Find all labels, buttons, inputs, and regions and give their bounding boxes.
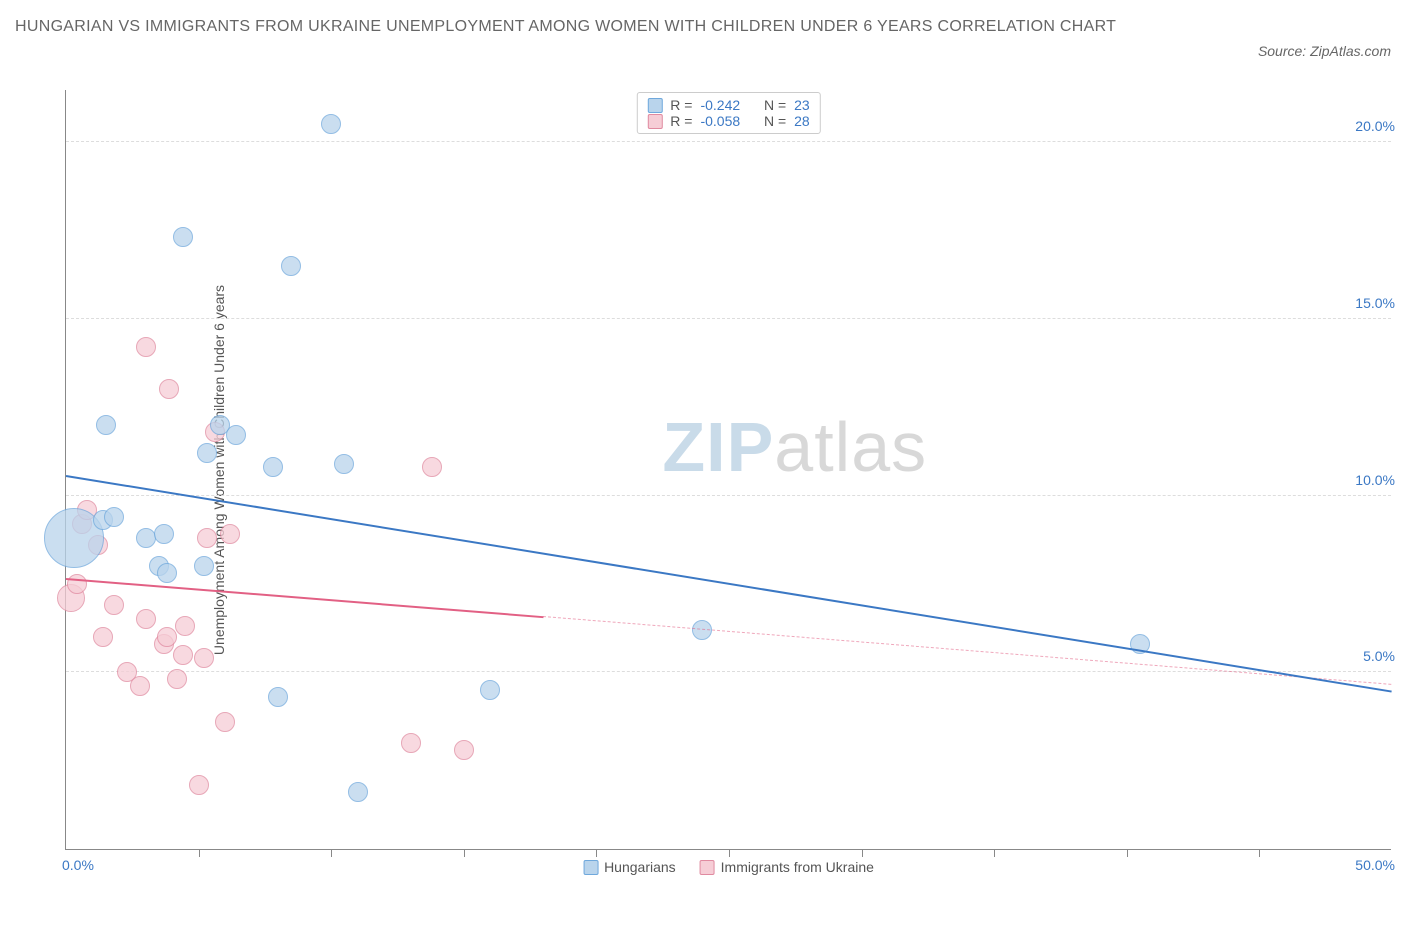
n-value-ukraine: 28: [794, 113, 810, 129]
data-point-ukraine: [401, 733, 421, 753]
gridline: [66, 671, 1391, 672]
stats-row-ukraine: R = -0.058 N = 28: [647, 113, 809, 129]
n-label: N =: [764, 113, 786, 129]
legend-label: Hungarians: [604, 859, 676, 875]
n-value-hungarians: 23: [794, 97, 810, 113]
y-tick-label: 10.0%: [1355, 472, 1395, 488]
data-point-ukraine: [136, 337, 156, 357]
data-point-ukraine: [93, 627, 113, 647]
data-point-ukraine: [159, 379, 179, 399]
data-point-ukraine: [189, 775, 209, 795]
data-point-hungarians: [154, 524, 174, 544]
x-axis-max-label: 50.0%: [1355, 857, 1395, 873]
swatch-blue: [647, 98, 662, 113]
plot-area: Unemployment Among Women with Children U…: [65, 90, 1391, 850]
chart-title: HUNGARIAN VS IMMIGRANTS FROM UKRAINE UNE…: [15, 15, 1135, 39]
y-tick-label: 15.0%: [1355, 295, 1395, 311]
gridline: [66, 495, 1391, 496]
trend-line-ukraine-extrapolated: [543, 616, 1392, 685]
legend-label: Immigrants from Ukraine: [721, 859, 874, 875]
data-point-ukraine: [173, 645, 193, 665]
r-label: R =: [670, 113, 692, 129]
watermark: ZIPatlas: [662, 407, 927, 487]
data-point-hungarians: [96, 415, 116, 435]
data-point-hungarians: [348, 782, 368, 802]
stats-legend: R = -0.242 N = 23 R = -0.058 N = 28: [636, 92, 820, 134]
legend-item: Hungarians: [583, 859, 676, 875]
y-tick-label: 20.0%: [1355, 118, 1395, 134]
r-value-hungarians: -0.242: [700, 97, 740, 113]
x-tick: [862, 849, 863, 857]
x-tick: [1259, 849, 1260, 857]
data-point-ukraine: [220, 524, 240, 544]
gridline: [66, 141, 1391, 142]
y-tick-label: 5.0%: [1363, 648, 1395, 664]
data-point-hungarians: [226, 425, 246, 445]
data-point-ukraine: [104, 595, 124, 615]
data-point-hungarians: [194, 556, 214, 576]
data-point-hungarians: [197, 443, 217, 463]
data-point-ukraine: [130, 676, 150, 696]
x-tick: [199, 849, 200, 857]
data-point-ukraine: [67, 574, 87, 594]
data-point-hungarians: [157, 563, 177, 583]
x-tick: [729, 849, 730, 857]
x-tick: [596, 849, 597, 857]
data-point-ukraine: [167, 669, 187, 689]
data-point-ukraine: [157, 627, 177, 647]
watermark-atlas: atlas: [774, 408, 927, 486]
data-point-hungarians: [321, 114, 341, 134]
data-point-hungarians: [136, 528, 156, 548]
x-tick: [331, 849, 332, 857]
data-point-hungarians: [173, 227, 193, 247]
data-point-ukraine: [197, 528, 217, 548]
data-point-hungarians: [268, 687, 288, 707]
data-point-hungarians: [334, 454, 354, 474]
r-label: R =: [670, 97, 692, 113]
x-axis-min-label: 0.0%: [62, 857, 94, 873]
data-point-hungarians: [480, 680, 500, 700]
gridline: [66, 318, 1391, 319]
x-tick: [464, 849, 465, 857]
data-point-ukraine: [136, 609, 156, 629]
correlation-chart: HUNGARIAN VS IMMIGRANTS FROM UKRAINE UNE…: [15, 15, 1391, 915]
data-point-ukraine: [175, 616, 195, 636]
data-point-ukraine: [454, 740, 474, 760]
data-point-hungarians: [281, 256, 301, 276]
series-legend: Hungarians Immigrants from Ukraine: [583, 859, 874, 875]
data-point-hungarians: [104, 507, 124, 527]
legend-swatch: [700, 860, 715, 875]
x-tick: [1127, 849, 1128, 857]
data-point-hungarians: [263, 457, 283, 477]
watermark-zip: ZIP: [662, 408, 774, 486]
trend-line-hungarians: [66, 475, 1392, 693]
data-point-ukraine: [194, 648, 214, 668]
source-credit: Source: ZipAtlas.com: [1258, 43, 1391, 59]
legend-item: Immigrants from Ukraine: [700, 859, 874, 875]
r-value-ukraine: -0.058: [700, 113, 740, 129]
n-label: N =: [764, 97, 786, 113]
stats-row-hungarians: R = -0.242 N = 23: [647, 97, 809, 113]
legend-swatch: [583, 860, 598, 875]
data-point-ukraine: [422, 457, 442, 477]
x-tick: [994, 849, 995, 857]
data-point-ukraine: [215, 712, 235, 732]
swatch-pink: [647, 114, 662, 129]
y-axis-label: Unemployment Among Women with Children U…: [211, 284, 227, 654]
